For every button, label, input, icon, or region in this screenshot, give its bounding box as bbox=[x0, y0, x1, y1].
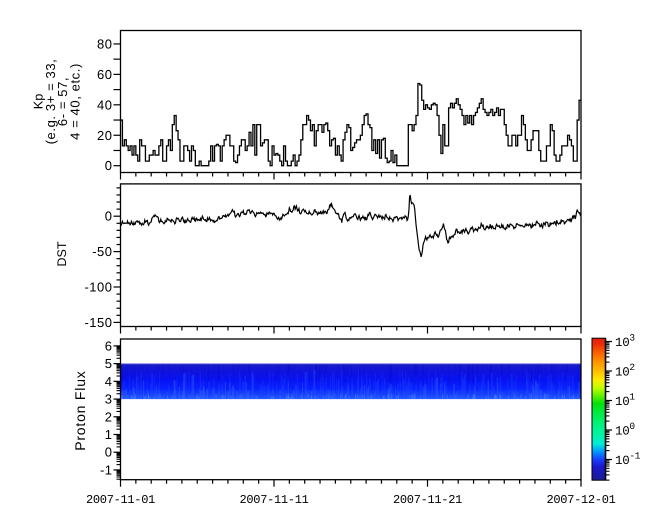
svg-text:(e.g. 3+ = 33,: (e.g. 3+ = 33, bbox=[43, 59, 58, 145]
svg-text:2007-11-01: 2007-11-01 bbox=[86, 493, 155, 507]
svg-text:0: 0 bbox=[105, 445, 113, 460]
svg-text:-100: -100 bbox=[84, 280, 112, 295]
svg-text:-150: -150 bbox=[84, 315, 112, 330]
svg-text:6: 6 bbox=[105, 338, 113, 353]
svg-text:-50: -50 bbox=[92, 244, 112, 259]
svg-text:-1: -1 bbox=[100, 462, 113, 477]
svg-text:3: 3 bbox=[105, 392, 113, 407]
svg-text:2: 2 bbox=[105, 409, 113, 424]
svg-text:4 = 40, etc.): 4 = 40, etc.) bbox=[67, 63, 82, 140]
svg-text:80: 80 bbox=[97, 36, 112, 51]
svg-text:Proton Flux: Proton Flux bbox=[72, 370, 88, 450]
svg-text:Kp: Kp bbox=[32, 94, 46, 110]
svg-text:0: 0 bbox=[105, 209, 113, 224]
svg-text:0: 0 bbox=[105, 158, 113, 173]
svg-text:2007-11-21: 2007-11-21 bbox=[393, 493, 462, 507]
svg-text:1: 1 bbox=[105, 427, 113, 442]
svg-text:5: 5 bbox=[105, 356, 113, 371]
svg-text:2007-12-01: 2007-12-01 bbox=[546, 493, 615, 507]
svg-text:6- = 57,: 6- = 57, bbox=[55, 77, 70, 126]
svg-text:20: 20 bbox=[97, 128, 112, 143]
svg-text:4: 4 bbox=[105, 374, 113, 389]
svg-text:DST: DST bbox=[55, 241, 69, 266]
svg-text:2007-11-11: 2007-11-11 bbox=[239, 493, 308, 507]
svg-text:60: 60 bbox=[97, 67, 112, 82]
svg-text:40: 40 bbox=[97, 97, 112, 112]
